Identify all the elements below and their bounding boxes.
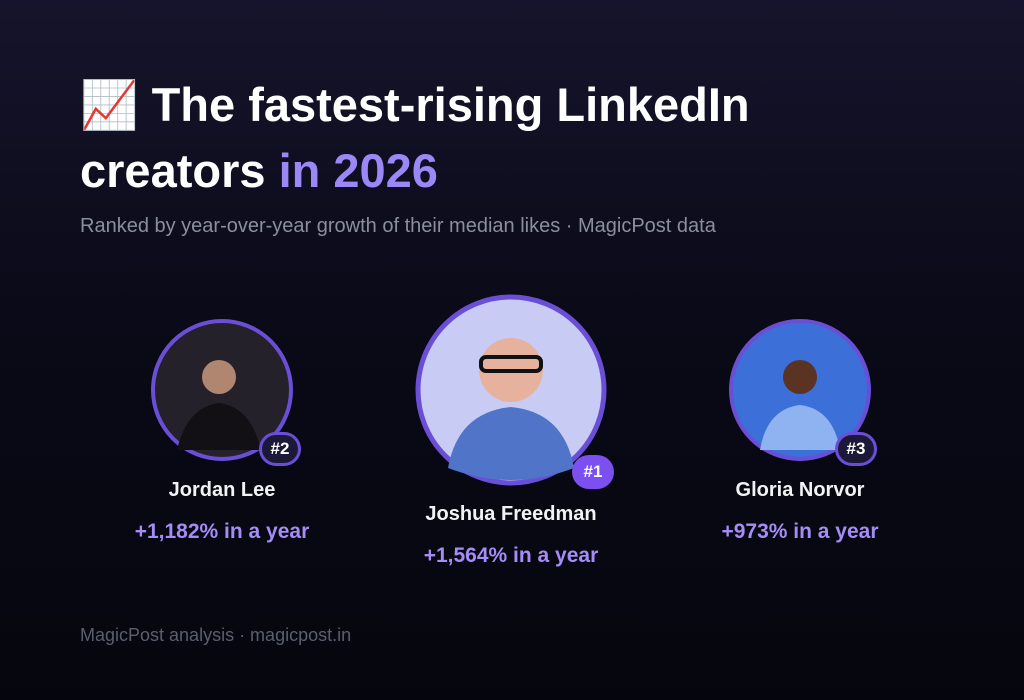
avatar	[729, 319, 871, 461]
creator-card: Gloria Norvor +973% in a year	[650, 479, 950, 544]
creator-card: Jordan Lee +1,182% in a year	[72, 479, 372, 544]
creator-growth: +1,182% in a year	[134, 520, 310, 543]
avatar	[151, 319, 293, 461]
title: 📈 The fastest-rising LinkedIn creators i…	[80, 72, 820, 204]
rank-badge: #3	[835, 432, 877, 466]
avatar	[415, 294, 607, 486]
creator-card: Joshua Freedman +1,564% in a year	[361, 503, 661, 568]
creator-growth: +973% in a year	[721, 520, 879, 543]
creator-name: Gloria Norvor	[735, 479, 865, 501]
creator-growth: +1,564% in a year	[423, 544, 599, 567]
creator-name: Joshua Freedman	[425, 503, 597, 525]
rank-badge: #1	[572, 455, 614, 489]
title-highlight: in 2026	[278, 144, 438, 197]
title-text: 📈 The fastest-rising LinkedIn creators	[80, 78, 750, 197]
creator-name: Jordan Lee	[168, 479, 276, 501]
footer: MagicPost analysis · magicpost.in	[80, 625, 352, 645]
rank-badge: #2	[259, 432, 301, 466]
subtitle: Ranked by year-over-year growth of their…	[80, 215, 716, 237]
